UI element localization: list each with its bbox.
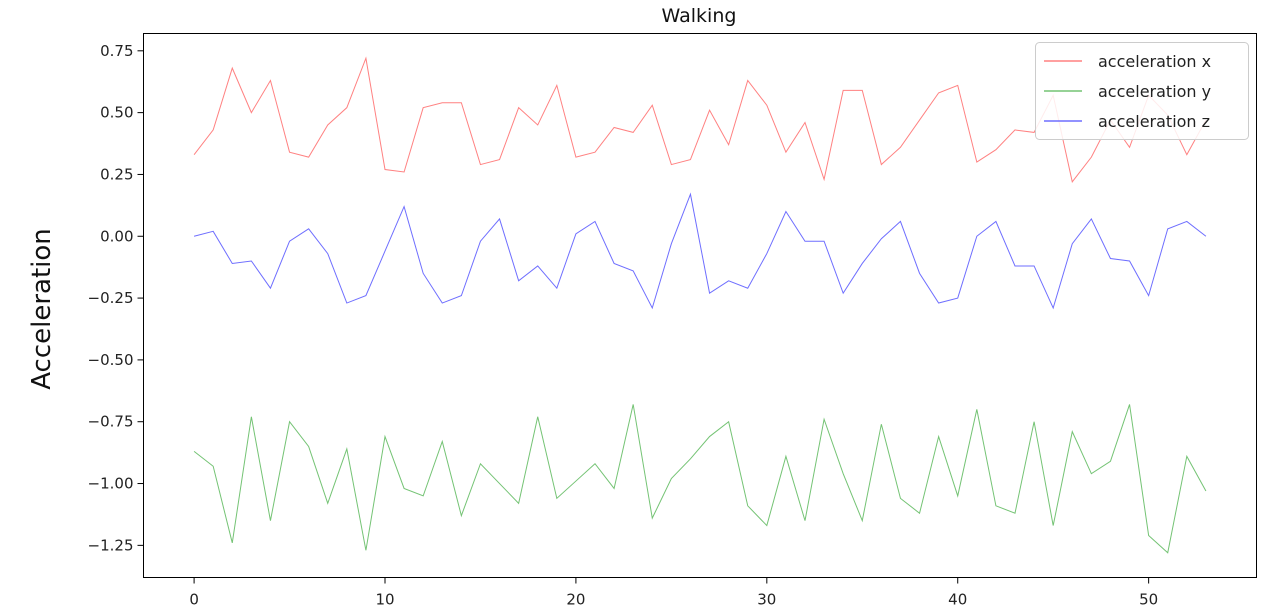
legend-label: acceleration z: [1098, 112, 1210, 131]
x-tick-label: 20: [566, 591, 585, 609]
legend: acceleration x acceleration y acceleration…: [1035, 42, 1249, 140]
x-axis: 0 10 20 30 40 50: [189, 577, 1158, 609]
y-tick-label: −0.75: [88, 413, 134, 431]
y-axis-label: Acceleration: [27, 228, 57, 390]
y-tick-label: −1.25: [88, 536, 134, 554]
x-tick-label: 30: [757, 591, 776, 609]
series-line-acceleration-z: [193, 192, 1207, 310]
legend-label: acceleration y: [1098, 82, 1211, 101]
x-tick-label: 0: [189, 591, 199, 609]
x-tick-label: 10: [375, 591, 394, 609]
x-tick-label: 50: [1139, 591, 1158, 609]
plot-frame: [143, 33, 1257, 578]
y-tick-label: 0.75: [100, 42, 133, 60]
y-tick-label: 0.25: [100, 165, 133, 183]
legend-box: [1035, 42, 1249, 140]
y-tick-label: −0.50: [88, 351, 134, 369]
legend-label: acceleration x: [1098, 52, 1211, 71]
y-axis: 0.75 0.50 0.25 0.00 −0.25 −0.50 −0.75 −1.00 −1.2…: [88, 42, 144, 554]
x-tick-label: 40: [948, 591, 967, 609]
chart-title: Walking: [662, 5, 737, 27]
y-tick-label: 0.50: [100, 104, 133, 122]
series-line-acceleration-y: [193, 404, 1207, 554]
y-tick-label: 0.00: [100, 227, 133, 245]
y-tick-label: −0.25: [88, 289, 134, 307]
y-tick-label: −1.00: [88, 475, 134, 493]
